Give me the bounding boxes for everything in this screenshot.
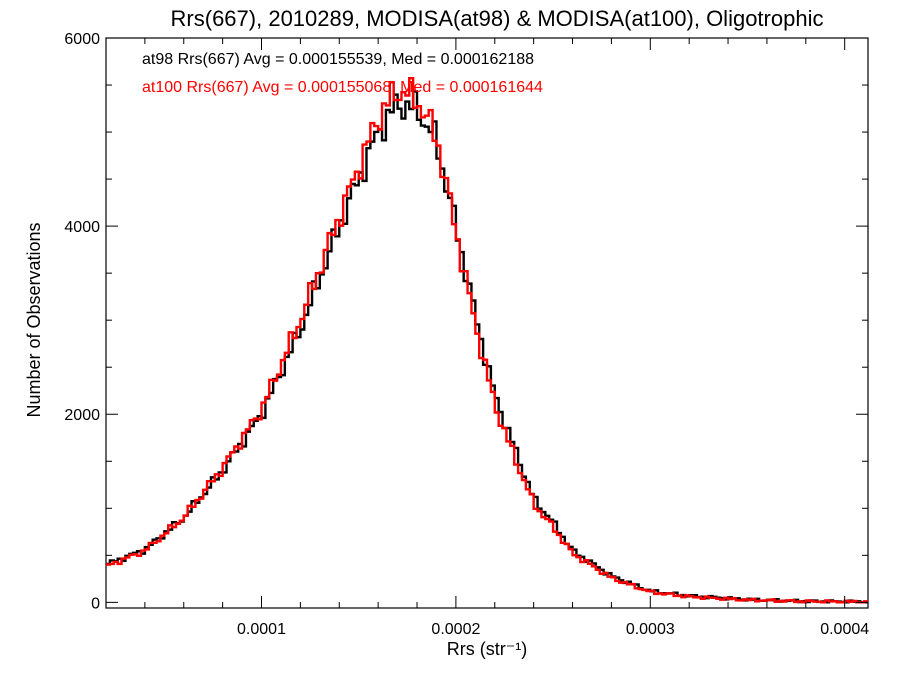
- x-tick-label: 0.0003: [626, 621, 675, 638]
- plot-area: 0.0001 0.0002 0.0003 0.0004 0 2000 4000 6000: [64, 31, 869, 638]
- y-axis-label: Number of Observations: [24, 222, 44, 417]
- y-tick-label: 2000: [64, 407, 100, 424]
- y-tick-label: 6000: [64, 31, 100, 48]
- plot-frame: [105, 37, 869, 609]
- series-line-at98: [106, 90, 868, 604]
- series-layer: [106, 76, 868, 604]
- y-tick-label: 4000: [64, 219, 100, 236]
- x-tick-label: 0.0001: [237, 621, 286, 638]
- series-line-at100: [106, 76, 868, 604]
- x-tick-label: 0.0004: [820, 621, 869, 638]
- x-axis-label: Rrs (str⁻¹): [447, 639, 527, 659]
- x-tick-label: 0.0002: [431, 621, 480, 638]
- y-tick-label: 0: [91, 595, 100, 612]
- legend-entry-at98: at98 Rrs(667) Avg = 0.000155539, Med = 0…: [142, 51, 534, 68]
- tick-layer: 0.0001 0.0002 0.0003 0.0004 0 2000 4000 6000: [64, 31, 869, 638]
- legend-entry-at100: at100 Rrs(667) Avg = 0.000155068, Med = …: [142, 79, 543, 96]
- chart-title: Rrs(667), 2010289, MODISA(at98) & MODISA…: [171, 6, 824, 31]
